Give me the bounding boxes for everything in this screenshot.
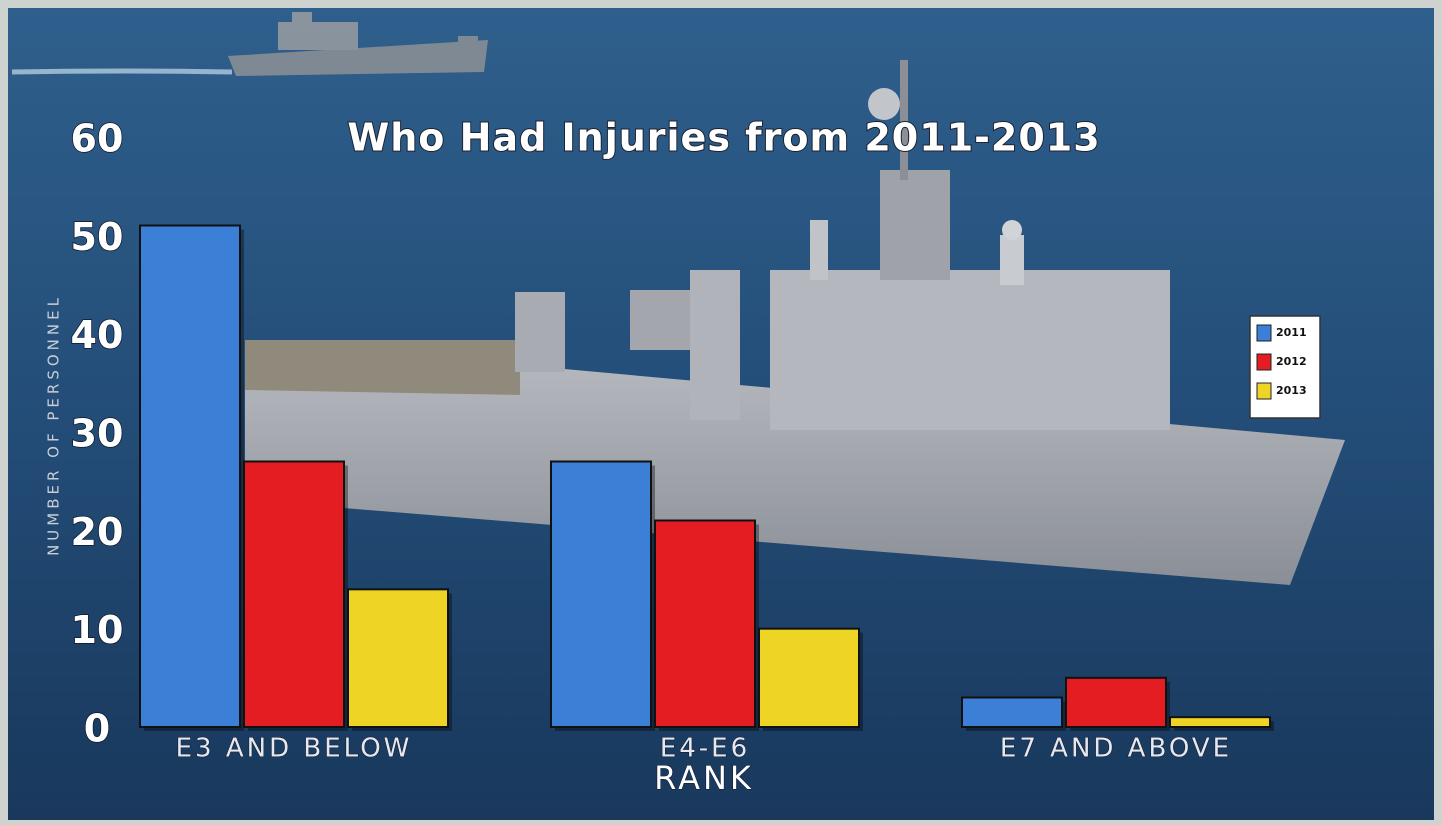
y-tick-label: 10 xyxy=(71,608,124,652)
bar xyxy=(1065,676,1167,728)
x-axis-label: RANK xyxy=(654,759,754,797)
legend: 2011 2012 2013 xyxy=(1249,315,1321,419)
bar xyxy=(139,224,241,728)
bar xyxy=(347,588,449,728)
legend-swatch xyxy=(1256,382,1272,400)
y-tick-label: 50 xyxy=(71,215,124,259)
ship-large xyxy=(245,60,1345,585)
legend-label: 2013 xyxy=(1276,384,1307,397)
chart-title: Who Had Injuries from 2011-2013 xyxy=(347,116,1100,160)
x-tick-label: E4-E6 xyxy=(660,734,750,764)
y-axis-label: NUMBER OF PERSONNEL xyxy=(45,294,63,556)
bar xyxy=(758,627,860,729)
legend-swatch xyxy=(1256,353,1272,371)
x-tick-label: E7 AND ABOVE xyxy=(1000,734,1232,764)
bar xyxy=(654,519,756,728)
y-tick-label: 20 xyxy=(71,510,124,554)
y-tick-label: 60 xyxy=(71,117,124,161)
y-tick-label: 30 xyxy=(71,412,124,456)
x-tick-label: E3 AND BELOW xyxy=(176,734,413,764)
bar xyxy=(243,460,345,728)
bar xyxy=(550,460,652,728)
ship-small xyxy=(11,12,488,76)
legend-swatch xyxy=(1256,324,1272,342)
bar xyxy=(961,696,1063,728)
y-tick-label: 0 xyxy=(84,707,110,751)
legend-label: 2011 xyxy=(1276,326,1307,339)
legend-label: 2012 xyxy=(1276,355,1307,368)
y-tick-label: 40 xyxy=(71,313,124,357)
bar xyxy=(1169,716,1271,729)
